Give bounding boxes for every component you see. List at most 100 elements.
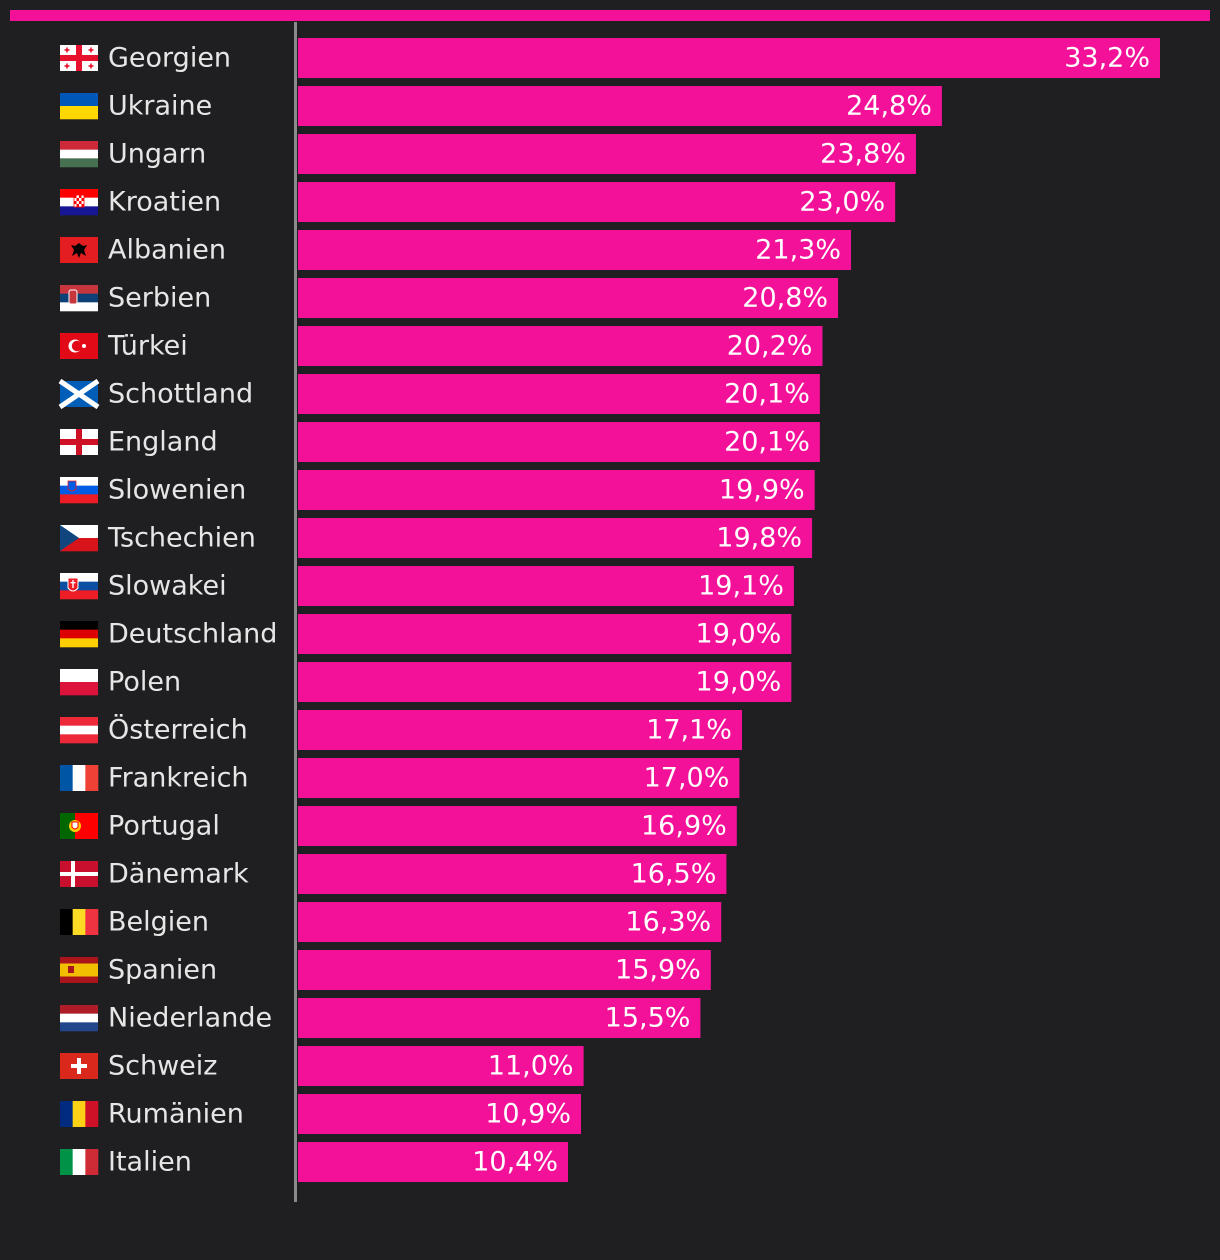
category-label: Spanien (108, 955, 217, 986)
value-label: 15,5% (605, 1003, 691, 1034)
value-label: 33,2% (1064, 43, 1150, 74)
value-label: 16,9% (641, 811, 727, 842)
czechia-flag-icon (60, 525, 98, 552)
denmark-flag-icon (60, 861, 98, 887)
category-label: Ungarn (108, 139, 206, 170)
bar (298, 854, 727, 894)
albania-flag-icon (60, 237, 98, 263)
bar (298, 1046, 584, 1086)
value-label: 15,9% (615, 955, 701, 986)
scotland-flag-icon (58, 378, 100, 410)
category-label: Albanien (108, 235, 226, 266)
portugal-flag-icon (60, 813, 98, 839)
category-label: Rumänien (108, 1099, 244, 1130)
category-label: Türkei (107, 331, 188, 362)
value-label: 20,8% (742, 283, 828, 314)
romania-flag-icon (60, 1101, 99, 1127)
value-label: 23,0% (799, 187, 885, 218)
bar (298, 278, 839, 318)
category-label: Schweiz (108, 1051, 217, 1082)
category-label: Deutschland (108, 619, 277, 650)
bar (298, 422, 820, 462)
category-label: Slowakei (108, 571, 227, 602)
category-label: Portugal (108, 811, 220, 842)
value-label: 16,5% (631, 859, 717, 890)
value-label: 20,1% (724, 379, 810, 410)
bar (298, 614, 792, 654)
slovenia-flag-icon (60, 477, 98, 504)
spain-flag-icon (60, 957, 98, 983)
france-flag-icon (60, 765, 99, 791)
bar (298, 134, 916, 174)
category-label: Serbien (108, 283, 211, 314)
value-label: 10,9% (485, 1099, 571, 1130)
bar (298, 182, 896, 222)
bar (298, 1094, 582, 1134)
category-label: England (108, 427, 218, 458)
top-accent-bar (10, 10, 1210, 21)
category-label: Belgien (108, 907, 209, 938)
value-label: 20,1% (724, 427, 810, 458)
value-label: 19,9% (719, 475, 805, 506)
value-label: 23,8% (820, 139, 906, 170)
bar (298, 38, 1160, 78)
bar (298, 518, 813, 558)
germany-flag-icon (60, 621, 98, 648)
category-label: Frankreich (108, 763, 249, 794)
bar (298, 230, 852, 270)
serbia-flag-icon (60, 285, 98, 312)
value-label: 20,2% (727, 331, 813, 362)
category-label: Italien (108, 1147, 192, 1178)
poland-flag-icon (60, 669, 98, 696)
value-label: 19,0% (696, 667, 782, 698)
bar (298, 758, 740, 798)
value-label: 10,4% (472, 1147, 558, 1178)
value-label: 19,8% (716, 523, 802, 554)
value-label: 19,0% (696, 619, 782, 650)
value-label: 17,0% (644, 763, 730, 794)
category-label: Niederlande (108, 1003, 272, 1034)
bar (298, 710, 742, 750)
belgium-flag-icon (60, 909, 99, 935)
category-label: Tschechien (107, 523, 256, 554)
value-label: 16,3% (625, 907, 711, 938)
bar (298, 902, 722, 942)
y-axis-line (294, 22, 297, 1202)
england-flag-icon (60, 429, 98, 455)
category-label: Georgien (108, 43, 231, 74)
bar (298, 806, 737, 846)
category-label: Ukraine (108, 91, 212, 122)
croatia-flag-icon (60, 189, 98, 216)
category-label: Polen (108, 667, 181, 698)
austria-flag-icon (60, 717, 98, 744)
value-label: 24,8% (846, 91, 932, 122)
bar (298, 566, 794, 606)
bar (298, 86, 942, 126)
value-label: 21,3% (755, 235, 841, 266)
value-label: 17,1% (646, 715, 732, 746)
turkey-flag-icon (60, 333, 98, 359)
bar (298, 470, 815, 510)
bar (298, 374, 820, 414)
category-label: Österreich (108, 714, 248, 746)
value-label: 11,0% (488, 1051, 574, 1082)
georgia-flag-icon (60, 45, 98, 71)
bar (298, 998, 701, 1038)
bar (298, 662, 792, 702)
slovakia-flag-icon (60, 573, 98, 600)
switzerland-flag-icon (60, 1053, 98, 1079)
italy-flag-icon (60, 1149, 99, 1175)
category-label: Kroatien (108, 187, 221, 218)
category-label: Dänemark (108, 859, 249, 890)
ukraine-flag-icon (60, 93, 98, 120)
hungary-flag-icon (60, 141, 98, 168)
bar (298, 326, 823, 366)
category-label: Schottland (108, 379, 253, 410)
value-label: 19,1% (698, 571, 784, 602)
bar (298, 950, 711, 990)
netherlands-flag-icon (60, 1005, 98, 1032)
bar (298, 1142, 569, 1182)
category-label: Slowenien (108, 475, 246, 506)
